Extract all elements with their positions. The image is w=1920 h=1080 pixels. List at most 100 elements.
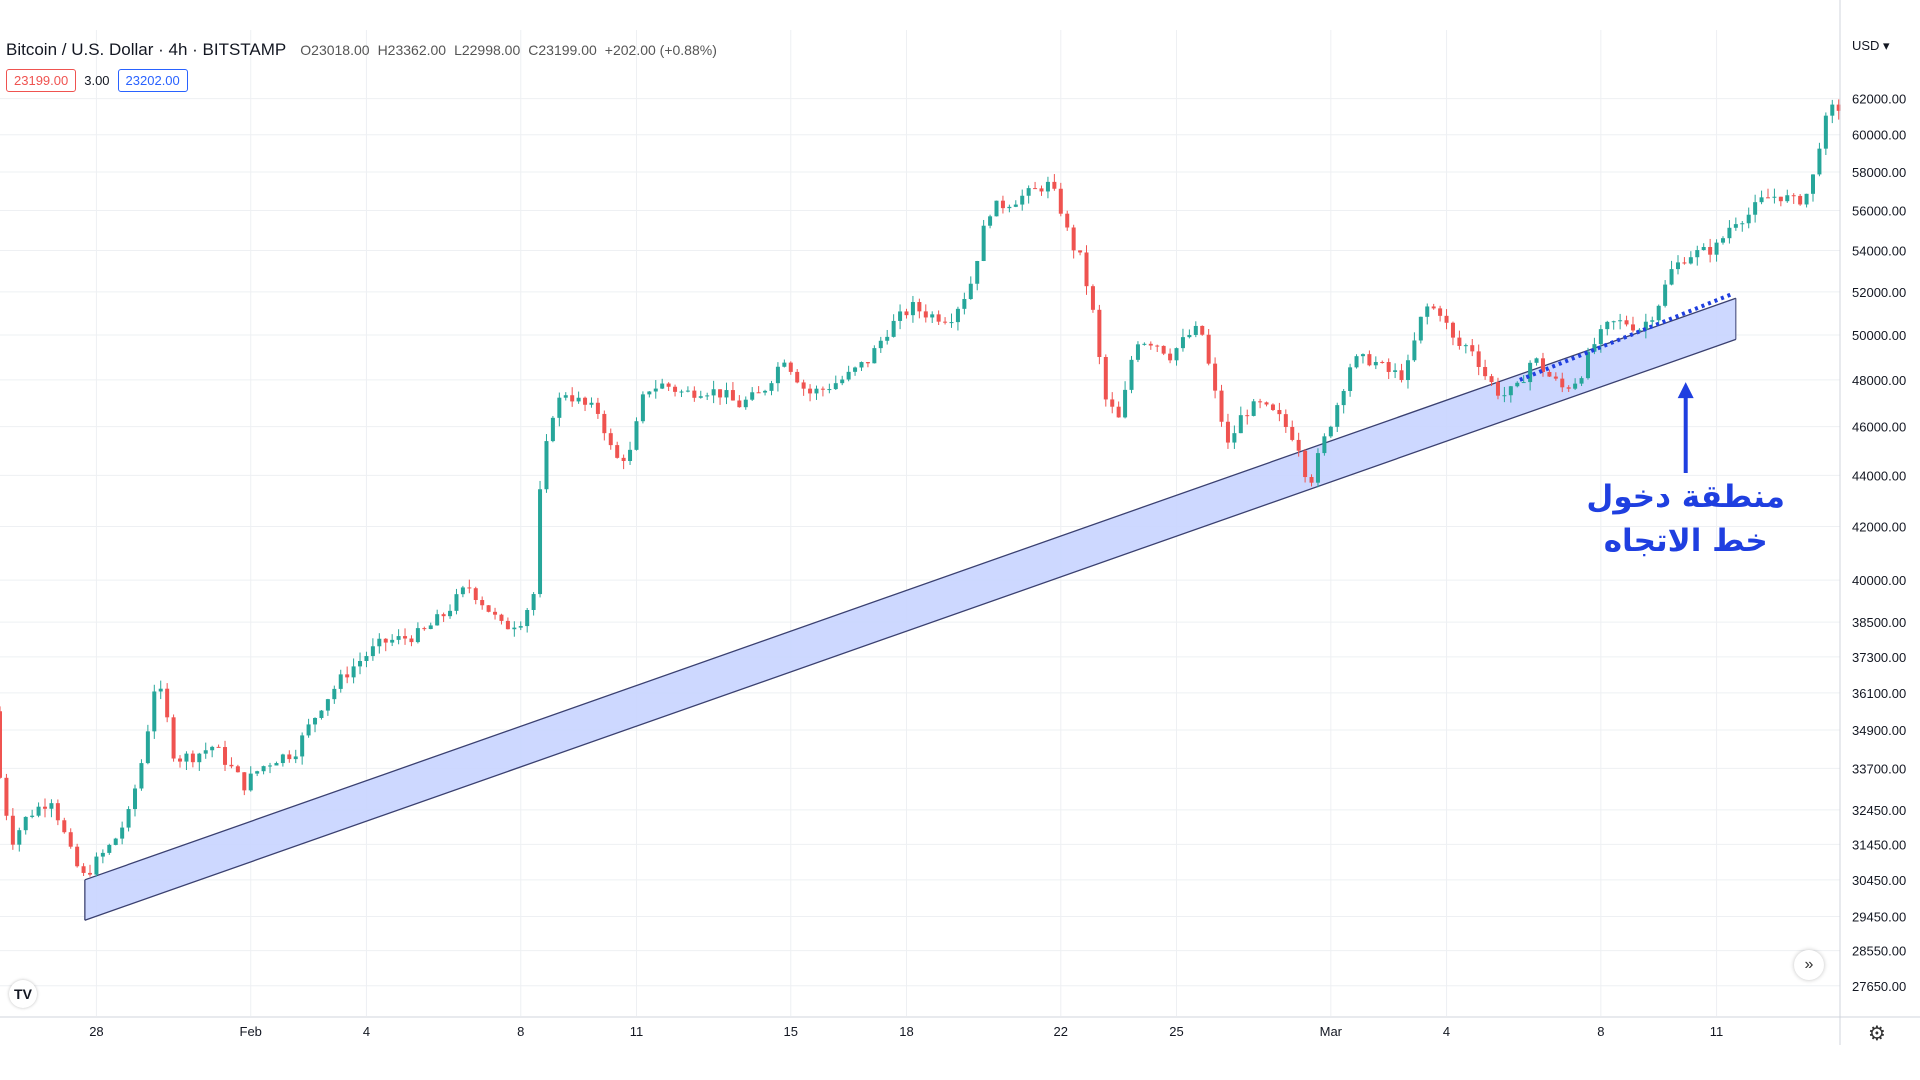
candle (274, 761, 279, 766)
candle (1727, 220, 1732, 244)
candle (756, 386, 761, 394)
candle-body (1193, 325, 1198, 335)
candle (1309, 474, 1314, 487)
candle (94, 852, 99, 877)
candle (1759, 190, 1764, 205)
candle-body (673, 386, 678, 392)
candle (949, 313, 954, 328)
candle-body (1026, 188, 1031, 196)
candle-body (1489, 376, 1494, 383)
candle (126, 806, 131, 832)
candle-body (1290, 426, 1295, 440)
candle-body (1553, 376, 1558, 379)
candle (1097, 304, 1102, 365)
candle (1643, 313, 1648, 339)
candle-body (1174, 348, 1179, 361)
candle-body (1065, 213, 1070, 228)
candle-body (1232, 433, 1237, 443)
candle-body (210, 746, 215, 751)
candle (55, 799, 60, 826)
candle-body (165, 688, 170, 718)
candle (377, 633, 382, 654)
candle-body (1071, 227, 1076, 251)
price-tick-label: 44000.00 (1852, 468, 1906, 483)
candle-body (865, 362, 870, 364)
candle (448, 604, 453, 619)
candle-body (1669, 269, 1674, 285)
candle-body (788, 362, 793, 372)
candle-body (1354, 356, 1359, 368)
candle (1020, 189, 1025, 211)
candle-body (1585, 351, 1590, 379)
candle (1778, 196, 1783, 207)
gear-icon[interactable]: ⚙ (1868, 1023, 1886, 1045)
candle (467, 579, 472, 594)
candle (1045, 176, 1050, 199)
candle (833, 375, 838, 391)
price-tick-label: 30450.00 (1852, 873, 1906, 888)
candle (1335, 402, 1340, 433)
candle (325, 698, 330, 716)
candle (763, 389, 768, 396)
candle-body (808, 388, 813, 394)
candle-body (17, 830, 22, 845)
candle-body (1682, 262, 1687, 264)
candle-body (1624, 320, 1629, 325)
candle-body (486, 605, 491, 612)
symbol-title[interactable]: Bitcoin / U.S. Dollar · 4h · BITSTAMP (6, 40, 287, 59)
price-tick-label: 58000.00 (1852, 165, 1906, 180)
open-value: O23018.00 (300, 42, 370, 58)
candle-body (493, 611, 498, 615)
candle (1682, 257, 1687, 265)
price-tick-label: 54000.00 (1852, 243, 1906, 258)
candle (917, 298, 922, 319)
candle-body (718, 389, 723, 398)
annotation-arrow-head (1677, 382, 1694, 399)
candle (197, 752, 202, 771)
candle (223, 740, 228, 772)
candle (1148, 341, 1153, 350)
candle-body (1296, 439, 1301, 451)
candle (801, 379, 806, 396)
candle-body (1084, 252, 1089, 287)
candle (711, 380, 716, 404)
candle (1206, 328, 1211, 366)
time-tick-label: Mar (1320, 1024, 1343, 1039)
candle (1245, 409, 1250, 425)
candle-body (1727, 227, 1732, 239)
currency-select[interactable]: USD ▾ (1852, 38, 1890, 53)
candle-body (975, 261, 980, 284)
candle-body (1476, 351, 1481, 367)
candle (319, 709, 324, 720)
candle-body (1180, 337, 1185, 349)
candle (634, 417, 639, 451)
candle-body (274, 763, 279, 766)
candle (968, 276, 973, 300)
candle (1508, 385, 1513, 403)
candle-body (1675, 262, 1680, 270)
double-chevron-right-icon[interactable]: » (1794, 950, 1824, 980)
candle-body (685, 390, 690, 392)
candle-body (1765, 197, 1770, 199)
candle (486, 605, 491, 613)
candle-body (1605, 321, 1610, 330)
candle-body (1412, 340, 1417, 361)
candle (743, 396, 748, 410)
candle-body (216, 746, 221, 748)
candle-body (923, 311, 928, 318)
candle-body (1399, 370, 1404, 381)
buy-price-button[interactable]: 23202.00 (117, 69, 188, 92)
candle (518, 621, 523, 631)
candle (1270, 403, 1275, 412)
tradingview-logo-icon[interactable]: TV (9, 980, 37, 1008)
candle (422, 626, 427, 631)
candle-body (570, 395, 575, 402)
candle (1238, 406, 1243, 434)
candle-body (1380, 361, 1385, 363)
candle-body (1746, 214, 1751, 224)
sell-price-button[interactable]: 23199.00 (6, 69, 77, 92)
candle-body (1303, 450, 1308, 478)
candle-body (1425, 306, 1430, 317)
candle (1431, 303, 1436, 310)
